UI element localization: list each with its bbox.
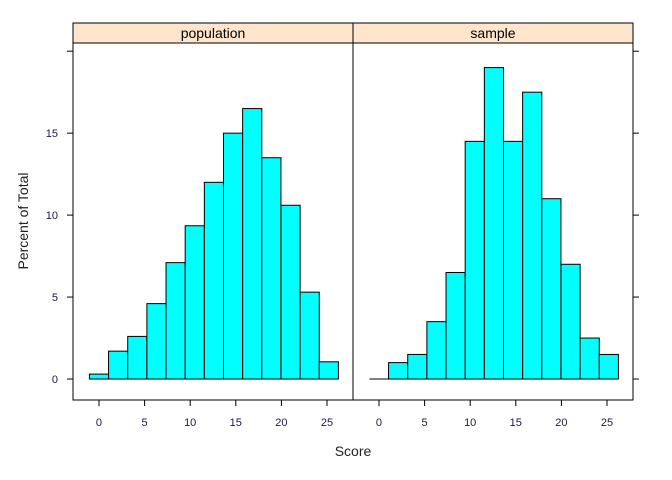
histogram-bar bbox=[184, 225, 205, 380]
histogram-bar bbox=[598, 353, 619, 380]
histogram-bar bbox=[261, 157, 282, 380]
histogram-bar bbox=[483, 67, 504, 380]
histogram-bar bbox=[318, 361, 339, 380]
histogram-bar bbox=[445, 271, 466, 380]
histogram-bar bbox=[242, 108, 263, 380]
histogram-bar bbox=[579, 337, 600, 380]
histogram-bar bbox=[146, 303, 167, 380]
x-tick-label: 10 bbox=[184, 417, 196, 429]
panel-strip-label: sample bbox=[470, 25, 515, 41]
histogram-bar bbox=[280, 204, 301, 380]
histogram-bar bbox=[464, 140, 485, 380]
x-tick-label: 20 bbox=[555, 417, 567, 429]
x-tick-label: 15 bbox=[230, 417, 242, 429]
x-tick-label: 10 bbox=[464, 417, 476, 429]
histogram-bar bbox=[127, 335, 148, 380]
y-tick-label: 10 bbox=[46, 210, 58, 222]
y-tick-label: 15 bbox=[46, 128, 58, 140]
x-tick-label: 5 bbox=[142, 417, 148, 429]
histogram-bar bbox=[407, 353, 428, 380]
x-tick-label: 25 bbox=[321, 417, 333, 429]
x-tick-label: 20 bbox=[275, 417, 287, 429]
histogram-bar bbox=[88, 373, 110, 380]
y-tick-label: 0 bbox=[52, 374, 58, 386]
x-tick-label: 0 bbox=[96, 417, 102, 429]
histogram-bar bbox=[299, 291, 320, 380]
x-tick-label: 5 bbox=[422, 417, 428, 429]
histogram-bar bbox=[522, 91, 543, 380]
x-tick-label: 0 bbox=[376, 417, 382, 429]
histogram-bar bbox=[165, 262, 186, 380]
x-tick-label: 15 bbox=[510, 417, 522, 429]
histogram-bar bbox=[541, 198, 562, 380]
histogram-bar bbox=[108, 350, 129, 380]
y-axis-label: Percent of Total bbox=[15, 172, 31, 269]
histogram-bar bbox=[203, 181, 224, 380]
panel-strip-label: population bbox=[181, 25, 246, 41]
histogram-bar bbox=[426, 321, 447, 380]
x-tick-label: 25 bbox=[601, 417, 613, 429]
histogram-bar bbox=[388, 362, 409, 380]
histogram-bar bbox=[560, 263, 581, 380]
panel-border bbox=[352, 42, 634, 401]
y-tick-label: 5 bbox=[52, 292, 58, 304]
histogram-bar bbox=[502, 140, 524, 380]
histogram-bar bbox=[222, 132, 244, 380]
x-axis-label: Score bbox=[335, 443, 372, 459]
